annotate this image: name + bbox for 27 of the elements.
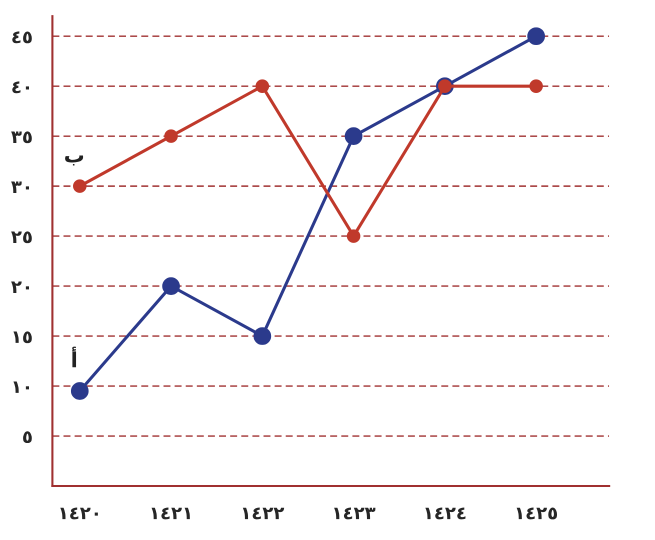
y-tick-label: ١٥ [13,331,32,344]
y-tick-label: ٣٠ [11,182,30,193]
y-tick-label: ٤٠ [12,81,30,94]
x-tick-label: ١٤٢٠ [60,508,98,520]
point [529,79,543,93]
point [162,277,180,295]
series-label: أ [72,346,76,368]
y-tick-label: ٢٠ [11,281,30,293]
point [253,327,272,345]
point [346,229,360,243]
y-tick-label: ٤٥ [12,31,32,44]
point [527,27,545,46]
y-tick-label: ٢٥ [11,231,32,244]
x-tick-label: ١٤٢٤ [425,508,466,520]
point [73,179,87,193]
point [344,127,362,145]
y-tick-label: ١٠ [13,381,30,393]
y-tick-label: ٣٥ [11,131,32,144]
y-tick-label: ٥ [23,431,32,444]
point [70,382,89,400]
x-tick-label: ١٤٢٣ [334,508,376,520]
x-tick-label: ١٤٢٥ [516,508,558,520]
x-tick-label: ١٤٢١ [152,508,190,520]
point [256,79,270,93]
x-tick-label: ١٤٢٢ [242,508,284,520]
point [164,129,178,143]
series-label: ب [65,156,84,166]
